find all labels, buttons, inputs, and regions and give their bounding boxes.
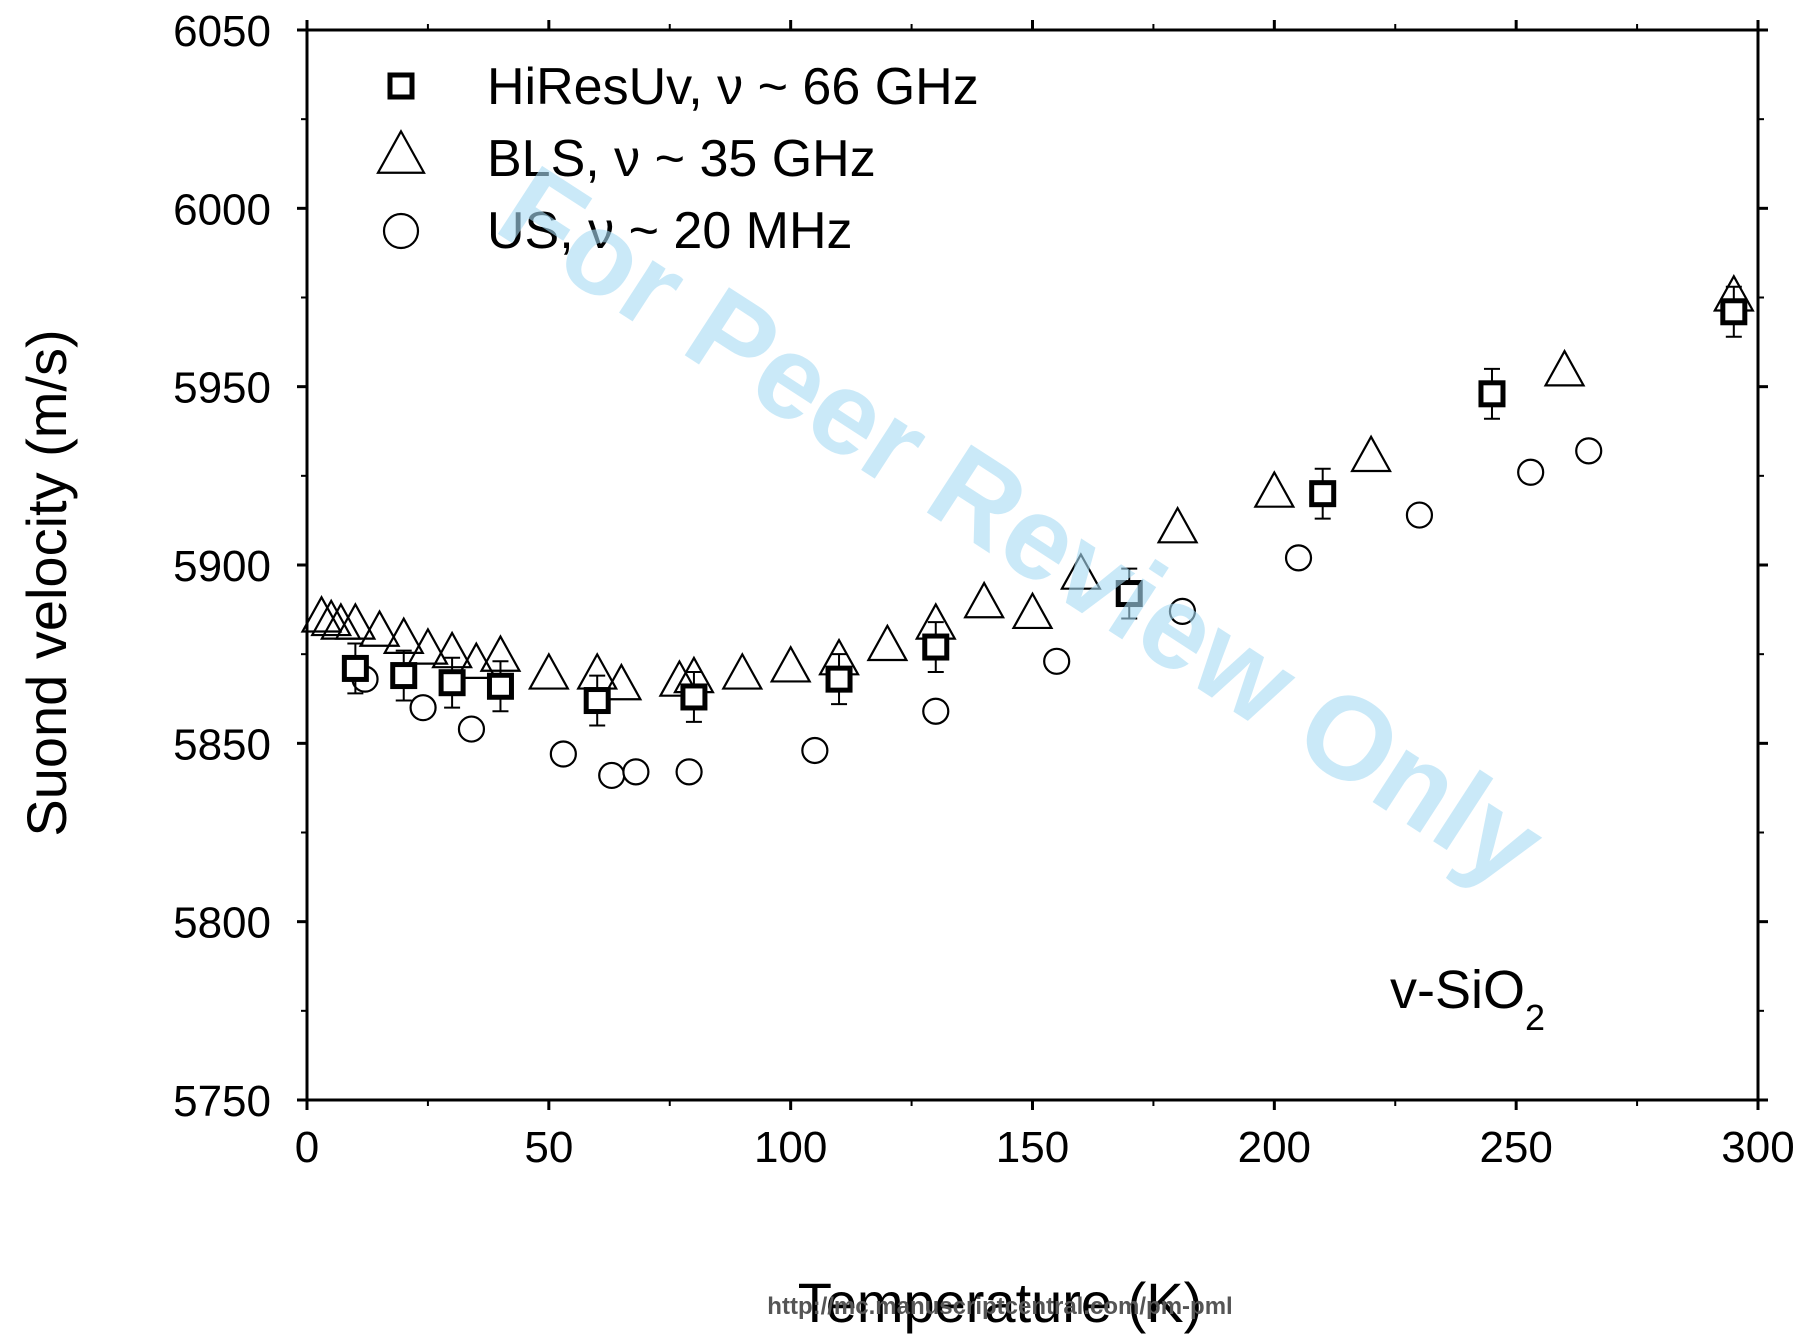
watermark: For Peer Review Only bbox=[477, 141, 1566, 912]
bls-point bbox=[1253, 470, 1296, 508]
us-point bbox=[1405, 501, 1434, 529]
hiresuv-point bbox=[583, 687, 611, 715]
x-tick-label: 200 bbox=[1238, 1123, 1311, 1172]
hiresuv-point bbox=[341, 654, 369, 682]
us-point bbox=[1517, 458, 1545, 486]
us-point bbox=[675, 758, 703, 786]
bls-point bbox=[1350, 434, 1392, 473]
bls-point bbox=[769, 644, 812, 683]
hiresuv-point bbox=[680, 683, 708, 711]
bls-point bbox=[658, 659, 701, 697]
legend-label-us: US, ν ~ 20 MHz bbox=[487, 202, 853, 260]
legend-label-bls: BLS, ν ~ 35 GHz bbox=[487, 130, 876, 188]
hiresuv-point bbox=[1309, 480, 1337, 508]
axis-ticks: 0 50 100 150 200 250 300 5750 5800 5850 5900 5950 60… bbox=[173, 7, 1795, 1172]
y-axis-title: Suond velocity (m/s) bbox=[15, 329, 78, 836]
x-tick-label: 100 bbox=[754, 1123, 827, 1172]
x-tick-label: 0 bbox=[295, 1123, 319, 1172]
hiresuv-point bbox=[390, 662, 418, 690]
us-point bbox=[409, 694, 437, 722]
hiresuv-point bbox=[922, 633, 950, 661]
y-tick-label: 5900 bbox=[173, 542, 271, 591]
sample-annotation-main: v-SiO bbox=[1390, 960, 1525, 1020]
us-point bbox=[1575, 437, 1603, 465]
hiresuv-point bbox=[1720, 298, 1748, 326]
x-tick-label: 50 bbox=[524, 1123, 573, 1172]
us-point bbox=[622, 758, 650, 786]
legend-marker-triangle bbox=[376, 129, 426, 174]
us-point bbox=[598, 761, 626, 790]
y-tick-label: 6000 bbox=[173, 185, 271, 234]
data-layer bbox=[300, 274, 1755, 790]
y-tick-label: 5950 bbox=[173, 364, 271, 413]
y-tick-label: 5800 bbox=[173, 899, 271, 948]
bls-point bbox=[334, 602, 377, 640]
bls-point bbox=[1011, 591, 1054, 630]
x-tick-label: 150 bbox=[996, 1123, 1069, 1172]
bls-point bbox=[358, 609, 401, 647]
bls-point bbox=[963, 580, 1006, 619]
us-point bbox=[457, 715, 486, 743]
bls-point bbox=[600, 662, 643, 701]
bls-point bbox=[1156, 505, 1199, 544]
legend-marker-square bbox=[387, 72, 415, 100]
footer-url: http://mc.manuscriptcentral.com/pm-pml bbox=[767, 1293, 1232, 1320]
legend: HiResUv, ν ~ 66 GHz BLS, ν ~ 35 GHz US, … bbox=[376, 58, 979, 260]
legend-marker-circle bbox=[382, 212, 420, 250]
y-tick-label: 5750 bbox=[173, 1077, 271, 1126]
x-tick-label: 250 bbox=[1479, 1123, 1552, 1172]
hiresuv-point bbox=[1478, 380, 1506, 408]
x-axis-title: Temperature (K) bbox=[798, 1271, 1203, 1334]
legend-label-hiresuv: HiResUv, ν ~ 66 GHz bbox=[487, 58, 979, 116]
us-point bbox=[1284, 544, 1313, 572]
y-tick-label: 6050 bbox=[173, 7, 271, 56]
x-tick-label: 300 bbox=[1721, 1123, 1794, 1172]
bls-point bbox=[1543, 348, 1586, 387]
us-point bbox=[549, 740, 577, 768]
hiresuv-point bbox=[825, 665, 853, 693]
us-point bbox=[922, 697, 950, 725]
bls-point bbox=[310, 598, 353, 637]
us-point bbox=[1043, 647, 1071, 675]
bls-point bbox=[866, 623, 909, 662]
hiresuv-point bbox=[1115, 580, 1143, 608]
us-point bbox=[801, 736, 829, 765]
plot-frame bbox=[305, 28, 1760, 1102]
bls-point bbox=[300, 595, 343, 633]
bls-point bbox=[1059, 552, 1102, 590]
bls-point bbox=[407, 627, 449, 665]
hiresuv-point bbox=[486, 672, 514, 700]
bls-point bbox=[527, 652, 570, 690]
legend-markers bbox=[376, 72, 426, 250]
sample-annotation: v-SiO2 bbox=[1390, 960, 1545, 1038]
y-tick-label: 5850 bbox=[173, 720, 271, 769]
bls-point bbox=[721, 652, 764, 690]
hiresuv-point bbox=[438, 669, 466, 697]
sample-annotation-subscript: 2 bbox=[1525, 997, 1545, 1038]
us-point bbox=[1168, 597, 1197, 625]
